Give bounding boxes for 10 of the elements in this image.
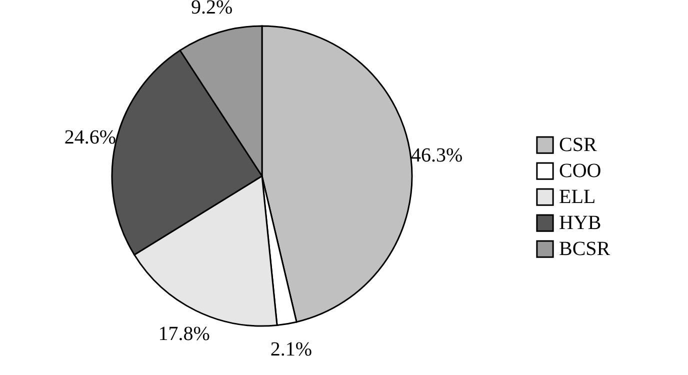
data-label: 24.6% (64, 126, 116, 149)
data-label: 2.1% (270, 338, 312, 361)
legend-label: COO (559, 160, 602, 182)
legend-label: BCSR (559, 238, 611, 260)
data-label: 9.2% (191, 0, 233, 18)
data-label: 46.3% (410, 144, 463, 167)
legend-label: CSR (559, 134, 598, 156)
legend-label: HYB (559, 212, 602, 234)
legend-label: ELL (559, 186, 596, 208)
data-label: 17.8% (158, 322, 210, 345)
